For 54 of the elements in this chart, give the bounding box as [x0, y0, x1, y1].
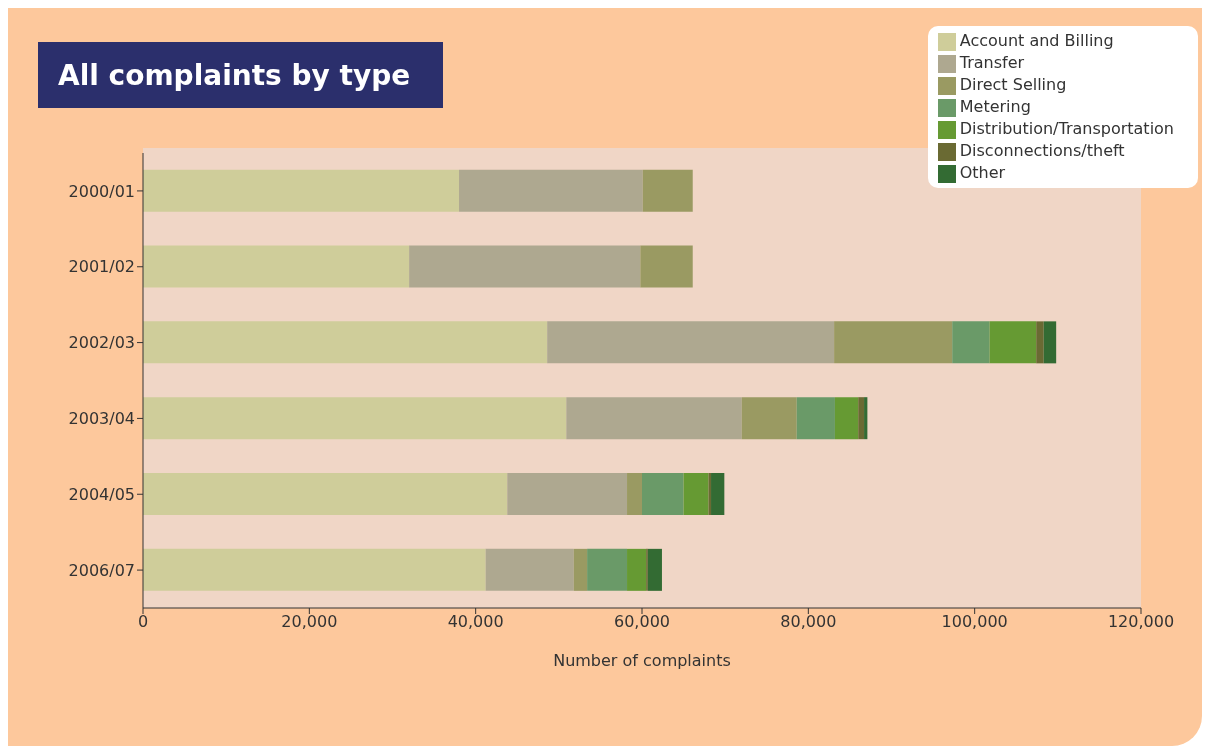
bar — [796, 397, 835, 440]
bar — [143, 397, 567, 440]
bar — [627, 473, 642, 516]
bar — [858, 397, 865, 440]
bar — [834, 321, 953, 364]
legend-label: Direct Selling — [959, 75, 1067, 94]
bar — [566, 397, 742, 440]
bar — [640, 245, 693, 288]
y-tick-label: 2006/07 — [68, 560, 135, 580]
bar — [1043, 321, 1057, 364]
bar — [143, 548, 486, 591]
bar — [143, 321, 548, 364]
bar — [485, 548, 574, 591]
y-tick-label: 2004/05 — [68, 484, 135, 504]
bar — [642, 169, 693, 212]
bar — [647, 548, 662, 591]
bar — [547, 321, 835, 364]
legend-label: Transfer — [959, 53, 1025, 72]
bar — [143, 169, 460, 212]
y-tick-label: 2002/03 — [68, 333, 135, 353]
legend-label: Metering — [959, 97, 1031, 116]
bar — [459, 169, 643, 212]
bar — [642, 473, 684, 516]
legend-label: Distribution/Transportation — [959, 119, 1174, 138]
bar — [587, 548, 628, 591]
bar — [573, 548, 588, 591]
x-tick-label: 60,000 — [614, 612, 670, 632]
bar — [1036, 321, 1044, 364]
bar — [683, 473, 709, 516]
legend-label: Other — [959, 163, 1006, 182]
chart-title: All complaints by type — [38, 42, 443, 108]
bar — [952, 321, 990, 364]
bar — [627, 548, 647, 591]
x-tick-label: 20,000 — [281, 612, 338, 632]
bar — [834, 397, 859, 440]
bar — [409, 245, 641, 288]
y-tick-label: 2001/02 — [68, 257, 135, 277]
y-tick-label: 2003/04 — [68, 409, 135, 429]
bar — [989, 321, 1037, 364]
bar — [711, 473, 725, 516]
x-tick-label: 120,000 — [1107, 612, 1175, 632]
x-tick-label: 0 — [137, 612, 149, 632]
bar — [741, 397, 797, 440]
x-tick-label: 80,000 — [780, 612, 837, 632]
x-tick-label: 100,000 — [941, 612, 1008, 632]
legend-label: Disconnections/theft — [959, 141, 1125, 160]
legend-label: Account and Billing — [959, 31, 1114, 50]
x-tick-label: 40,000 — [447, 612, 504, 632]
x-axis-title: Number of complaints — [553, 651, 731, 670]
bar — [507, 473, 628, 516]
bar — [143, 245, 410, 288]
bar — [143, 473, 508, 516]
bar — [864, 397, 868, 440]
y-tick-label: 2000/01 — [68, 181, 135, 201]
